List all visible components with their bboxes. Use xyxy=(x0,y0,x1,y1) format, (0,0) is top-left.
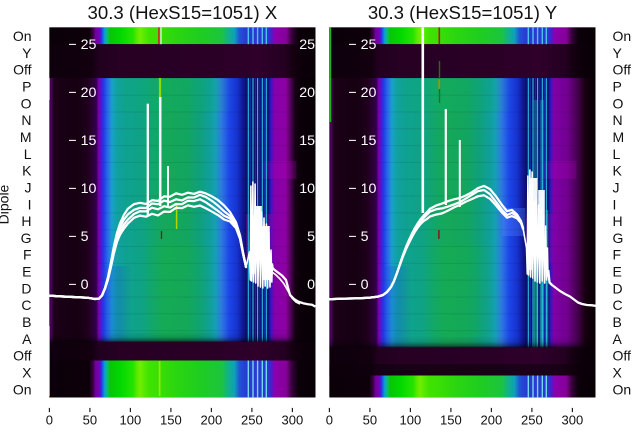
svg-text:K: K xyxy=(613,163,623,179)
svg-text:X: X xyxy=(22,365,32,381)
svg-text:C: C xyxy=(613,297,623,313)
svg-text:G: G xyxy=(21,230,32,246)
svg-text:− 20: − 20 xyxy=(68,85,96,101)
svg-text:− 25: − 25 xyxy=(348,37,376,53)
svg-text:Off: Off xyxy=(13,348,32,364)
svg-text:− 5: − 5 xyxy=(68,229,88,245)
svg-text:O: O xyxy=(613,95,624,111)
svg-text:M: M xyxy=(613,129,625,145)
svg-text:250: 250 xyxy=(241,413,263,428)
svg-text:C: C xyxy=(21,297,31,313)
svg-text:B: B xyxy=(22,314,31,330)
svg-text:Dipole: Dipole xyxy=(0,184,12,224)
svg-text:N: N xyxy=(613,112,623,128)
svg-text:100: 100 xyxy=(400,413,422,428)
svg-text:Off: Off xyxy=(13,62,32,78)
svg-text:25: 25 xyxy=(299,37,315,53)
svg-text:250: 250 xyxy=(521,413,543,428)
svg-text:0: 0 xyxy=(326,413,333,428)
svg-text:50: 50 xyxy=(363,413,377,428)
svg-text:J: J xyxy=(25,180,32,196)
svg-text:− 5: − 5 xyxy=(348,229,368,245)
svg-text:5: 5 xyxy=(307,229,315,245)
svg-text:On: On xyxy=(613,381,632,397)
svg-text:D: D xyxy=(613,280,623,296)
svg-text:20: 20 xyxy=(299,85,315,101)
svg-text:E: E xyxy=(613,264,622,280)
svg-text:F: F xyxy=(23,247,32,263)
svg-text:On: On xyxy=(13,28,32,44)
svg-text:100: 100 xyxy=(120,413,142,428)
svg-text:300: 300 xyxy=(562,413,584,428)
svg-text:− 10: − 10 xyxy=(348,181,376,197)
svg-text:10: 10 xyxy=(299,181,315,197)
svg-text:M: M xyxy=(20,129,32,145)
svg-text:J: J xyxy=(613,180,620,196)
svg-text:30.3 (HexS15=1051) Y: 30.3 (HexS15=1051) Y xyxy=(368,2,557,23)
svg-text:− 20: − 20 xyxy=(348,85,376,101)
svg-text:Y: Y xyxy=(22,45,32,61)
svg-text:30.3 (HexS15=1051) X: 30.3 (HexS15=1051) X xyxy=(88,2,278,23)
svg-text:P: P xyxy=(22,79,31,95)
svg-text:L: L xyxy=(24,146,32,162)
svg-text:0: 0 xyxy=(307,277,315,293)
svg-text:300: 300 xyxy=(282,413,304,428)
svg-text:K: K xyxy=(22,163,32,179)
svg-text:O: O xyxy=(21,95,32,111)
svg-text:A: A xyxy=(22,331,32,347)
svg-text:H: H xyxy=(613,213,623,229)
svg-text:P: P xyxy=(613,79,622,95)
svg-text:N: N xyxy=(21,112,31,128)
svg-text:On: On xyxy=(13,381,32,397)
svg-text:E: E xyxy=(22,264,31,280)
svg-text:B: B xyxy=(613,314,622,330)
svg-text:Y: Y xyxy=(613,45,623,61)
svg-text:I: I xyxy=(28,196,32,212)
svg-text:Off: Off xyxy=(613,62,632,78)
svg-text:200: 200 xyxy=(201,413,223,428)
svg-text:200: 200 xyxy=(481,413,503,428)
svg-text:− 0: − 0 xyxy=(68,277,88,293)
svg-text:15: 15 xyxy=(299,133,315,149)
svg-text:On: On xyxy=(613,28,632,44)
svg-text:X: X xyxy=(613,365,623,381)
svg-text:A: A xyxy=(613,331,623,347)
svg-text:G: G xyxy=(613,230,624,246)
svg-text:Off: Off xyxy=(613,348,632,364)
svg-text:− 10: − 10 xyxy=(68,181,96,197)
svg-text:− 15: − 15 xyxy=(68,133,96,149)
svg-text:− 0: − 0 xyxy=(348,277,368,293)
svg-text:150: 150 xyxy=(440,413,462,428)
svg-text:I: I xyxy=(613,196,617,212)
svg-text:0: 0 xyxy=(46,413,53,428)
svg-text:H: H xyxy=(21,213,31,229)
svg-text:D: D xyxy=(21,280,31,296)
svg-text:150: 150 xyxy=(160,413,182,428)
svg-text:− 25: − 25 xyxy=(68,37,96,53)
svg-text:L: L xyxy=(613,146,621,162)
svg-text:50: 50 xyxy=(83,413,97,428)
svg-text:− 15: − 15 xyxy=(348,133,376,149)
svg-text:F: F xyxy=(613,247,622,263)
